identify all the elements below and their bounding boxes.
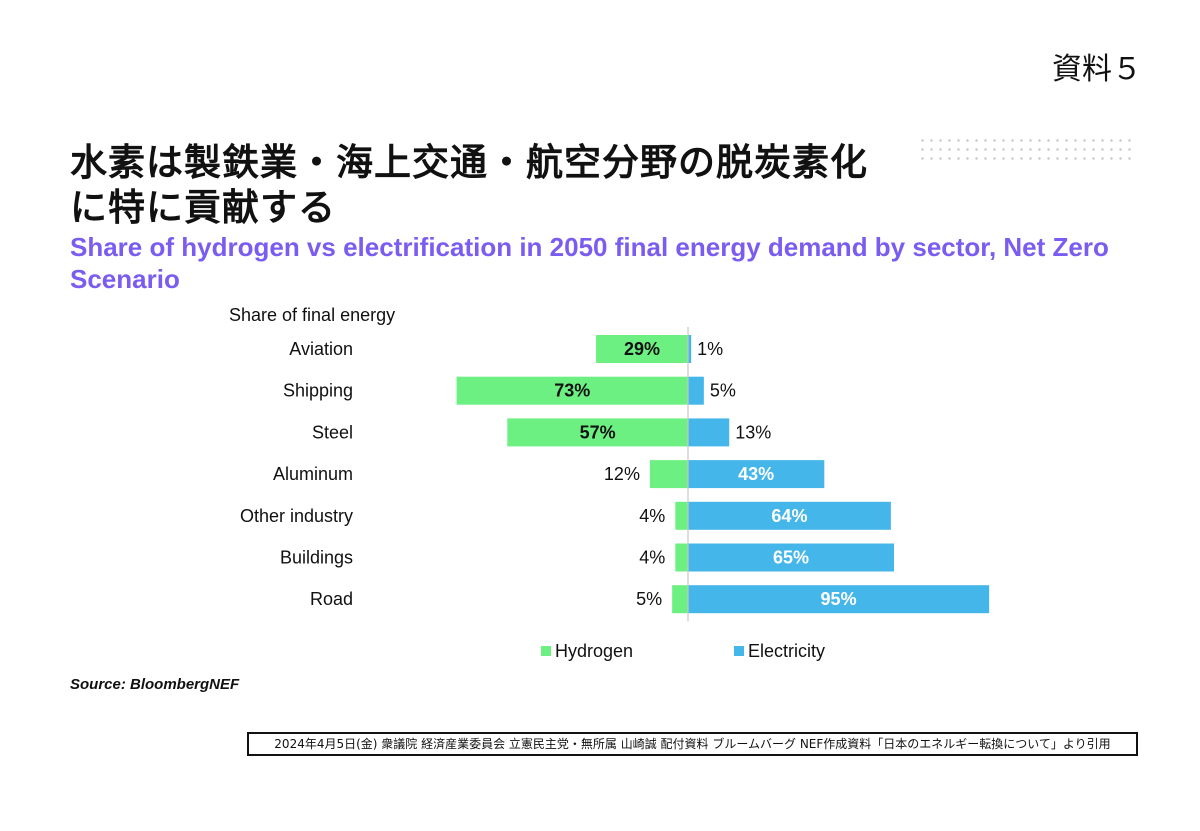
bar-electricity <box>688 543 895 572</box>
bar-electricity <box>688 585 990 614</box>
y-axis-label: Share of final energy <box>229 305 395 325</box>
category-label: Steel <box>312 422 353 442</box>
bar-hydrogen <box>456 376 688 405</box>
bar-hydrogen <box>649 460 688 489</box>
decorative-dot-grid <box>918 136 1134 162</box>
data-label-hydrogen: 4% <box>639 506 665 526</box>
data-label-hydrogen: 57% <box>580 422 616 442</box>
data-label-electricity: 1% <box>697 339 723 359</box>
data-label-hydrogen: 4% <box>639 548 665 568</box>
data-label-electricity: 64% <box>771 506 807 526</box>
chart-title: Share of hydrogen vs electrification in … <box>70 232 1109 294</box>
legend-swatch-hydrogen <box>541 646 551 656</box>
bar-electricity <box>688 460 825 489</box>
category-label: Aviation <box>289 339 353 359</box>
document-label: 資料５ <box>1052 52 1142 87</box>
category-label: Aluminum <box>273 464 353 484</box>
bar-electricity <box>688 335 692 363</box>
data-label-hydrogen: 12% <box>604 464 640 484</box>
bar-hydrogen <box>672 585 688 614</box>
bar-hydrogen <box>675 501 688 530</box>
legend-label-hydrogen: Hydrogen <box>555 641 633 661</box>
citation-footnote: 2024年4月5日(金) 衆議院 経済産業委員会 立憲民主党・無所属 山崎誠 配… <box>247 732 1138 756</box>
bar-electricity <box>688 376 704 405</box>
data-label-hydrogen: 29% <box>624 339 660 359</box>
data-label-electricity: 13% <box>735 422 771 442</box>
data-label-hydrogen: 5% <box>636 589 662 609</box>
legend-label-electricity: Electricity <box>748 641 825 661</box>
category-label: Road <box>310 589 353 609</box>
bar-hydrogen <box>507 418 688 447</box>
chart-source: Source: BloombergNEF <box>70 676 240 693</box>
data-label-hydrogen: 73% <box>554 381 590 401</box>
bar-hydrogen <box>675 543 688 572</box>
legend-swatch-electricity <box>734 646 744 656</box>
data-label-electricity: 65% <box>773 548 809 568</box>
data-label-electricity: 95% <box>821 589 857 609</box>
data-label-electricity: 43% <box>738 464 774 484</box>
page-title: 水素は製鉄業・海上交通・航空分野の脱炭素化 に特に貢献する <box>70 141 868 229</box>
bar-electricity <box>688 418 730 447</box>
bar-electricity <box>688 501 891 530</box>
bar-hydrogen <box>596 335 688 363</box>
data-label-electricity: 5% <box>710 381 736 401</box>
category-label: Shipping <box>283 381 353 401</box>
category-label: Other industry <box>240 506 353 526</box>
category-label: Buildings <box>280 548 353 568</box>
